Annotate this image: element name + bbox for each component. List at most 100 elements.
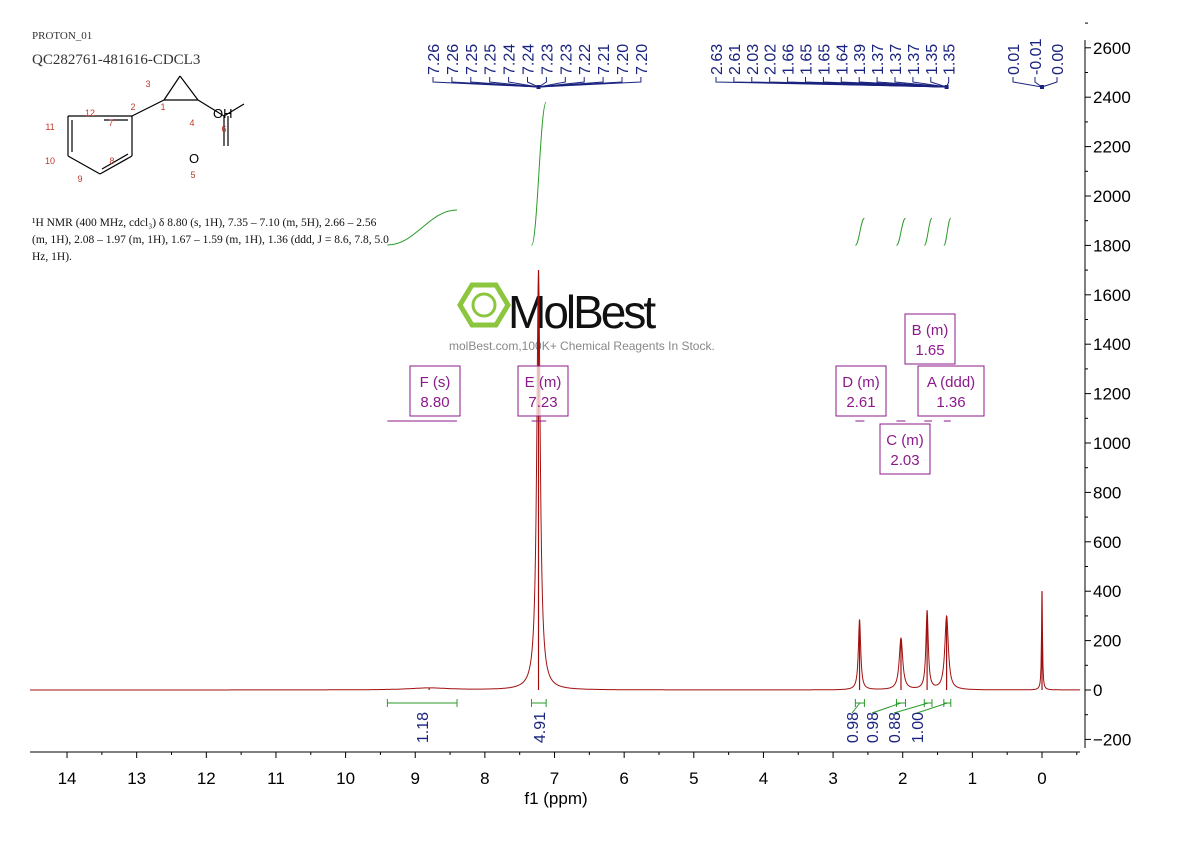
y-tick-label: 400 xyxy=(1093,582,1121,601)
multiplet-frame xyxy=(517,365,569,417)
multiplet-shift: 1.65 xyxy=(915,342,944,359)
integral-value: 1.00 xyxy=(910,712,927,743)
integral-curve xyxy=(387,209,458,246)
integral-leader xyxy=(851,702,861,714)
x-tick-label: 9 xyxy=(411,769,420,788)
x-tick-label: 3 xyxy=(828,769,837,788)
integral-curve xyxy=(943,217,952,246)
peak-group-aliphatic-label: 1.65 xyxy=(799,44,816,75)
x-tick-label: 1 xyxy=(968,769,977,788)
integral-value: 0.98 xyxy=(845,712,862,743)
peak-group-aromatic-hub xyxy=(536,85,541,89)
integral-leader xyxy=(871,702,902,714)
bond xyxy=(163,75,181,101)
integral-value: 0.98 xyxy=(865,712,882,743)
peak-group-aromatic-label: 7.20 xyxy=(634,44,651,75)
y-tick-label: 2600 xyxy=(1093,39,1131,58)
integral-value: 1.18 xyxy=(415,712,432,743)
y-tick-label: 600 xyxy=(1093,533,1121,552)
atom-label-12: 12 xyxy=(85,108,95,118)
peak-group-aromatic-connector xyxy=(538,77,547,88)
peak-group-aliphatic-connector xyxy=(930,77,947,88)
x-tick-label: 14 xyxy=(58,769,77,788)
peak-group-aliphatic-label: 1.37 xyxy=(870,44,887,75)
x-tick-label: 11 xyxy=(267,769,285,788)
multiplet-frame xyxy=(917,365,985,417)
experiment-name: PROTON_01 xyxy=(32,30,93,42)
peak-group-aliphatic-label: 1.64 xyxy=(834,44,851,75)
multiplet-name: D (m) xyxy=(842,374,880,391)
x-tick-label: 6 xyxy=(619,769,628,788)
integral-curve xyxy=(895,217,906,246)
atom-label-1: 1 xyxy=(160,102,165,112)
bond xyxy=(99,155,133,175)
atom-label-3: 3 xyxy=(145,79,150,89)
peak-group-tms-connector xyxy=(1041,77,1058,88)
x-tick-label: 4 xyxy=(759,769,768,788)
peak-group-aromatic-connector xyxy=(470,77,539,88)
nmr-description: ¹H NMR (400 MHz, cdcl₃) δ 8.80 (s, 1H), … xyxy=(32,217,389,263)
multiplet-box: B (m) 1.65 xyxy=(904,313,956,422)
atom-label-4: 4 xyxy=(189,118,194,128)
integral-value: 4.91 xyxy=(532,712,549,743)
watermark-tagline: molBest.com,100K+ Chemical Reagents In S… xyxy=(449,339,715,353)
peak-group-aromatic-connector xyxy=(527,77,539,88)
spectrum-trace xyxy=(30,269,1080,691)
multiplet-name: E (m) xyxy=(525,374,562,391)
bond xyxy=(197,99,225,117)
peak-group-aliphatic-label: 1.66 xyxy=(781,44,798,75)
peak-group-aromatic-label: 7.21 xyxy=(596,44,613,75)
peak-group-aliphatic-connector xyxy=(894,77,947,88)
integral-leader xyxy=(893,702,929,714)
multiplet-box: A (ddd) 1.36 xyxy=(917,365,985,422)
multiplet-shift: 7.23 xyxy=(528,394,557,411)
x-axis-label: f1 (ppm) xyxy=(524,789,587,808)
x-tick-label: 12 xyxy=(197,769,216,788)
sample-id: QC282761-481616-CDCL3 xyxy=(32,52,201,68)
x-tick-label: 10 xyxy=(336,769,355,788)
multiplet-frame xyxy=(879,423,931,475)
multiplet-shift: 2.03 xyxy=(890,452,919,469)
integral-leader xyxy=(916,702,948,714)
atom-label-10: 10 xyxy=(45,156,55,166)
y-tick-label: 2400 xyxy=(1093,88,1131,107)
multiplet-shift: 8.80 xyxy=(420,394,449,411)
peak-group-aliphatic-label: 1.37 xyxy=(888,44,905,75)
peak-group-aromatic-connector xyxy=(538,77,642,88)
bond xyxy=(67,155,101,175)
atom-label-5: 5 xyxy=(190,170,195,180)
multiplet-shift: 2.61 xyxy=(846,394,875,411)
bond xyxy=(179,75,199,101)
integral-value: 0.88 xyxy=(887,712,904,743)
peak-group-aromatic-label: 7.23 xyxy=(558,44,575,75)
peak-group-aliphatic-connector xyxy=(876,77,947,88)
peak-group-aromatic-label: 7.25 xyxy=(464,44,481,75)
bond xyxy=(101,153,129,170)
peak-group-tms-connector xyxy=(1034,77,1043,88)
peak-group-aliphatic-label: 1.37 xyxy=(906,44,923,75)
atom-label-6: 6 xyxy=(221,124,226,134)
multiplet-frame xyxy=(835,365,887,417)
x-tick-label: 8 xyxy=(480,769,489,788)
hydroxyl-label: OH xyxy=(213,106,233,121)
y-tick-label: 1600 xyxy=(1093,286,1131,305)
peak-group-aromatic-label: 7.24 xyxy=(521,44,538,75)
y-tick-label: 1800 xyxy=(1093,236,1131,255)
y-tick-label: 2000 xyxy=(1093,187,1131,206)
y-tick-label: 800 xyxy=(1093,483,1121,502)
multiplet-shift: 1.36 xyxy=(936,394,965,411)
y-tick-label: 1400 xyxy=(1093,335,1131,354)
peak-group-aromatic-label: 7.23 xyxy=(539,44,556,75)
peak-group-aromatic-label: 7.26 xyxy=(445,44,462,75)
peak-group-tms-hub xyxy=(1040,85,1044,89)
integral-curve xyxy=(531,101,547,246)
peak-group-aliphatic-label: 2.03 xyxy=(745,44,762,75)
peak-group-aromatic-label: 7.22 xyxy=(577,44,594,75)
multiplet-name: A (ddd) xyxy=(927,374,975,391)
atom-label-9: 9 xyxy=(77,174,82,184)
peak-group-aliphatic-label: 1.35 xyxy=(942,44,959,75)
peak-group-aliphatic-label: 1.39 xyxy=(852,44,869,75)
